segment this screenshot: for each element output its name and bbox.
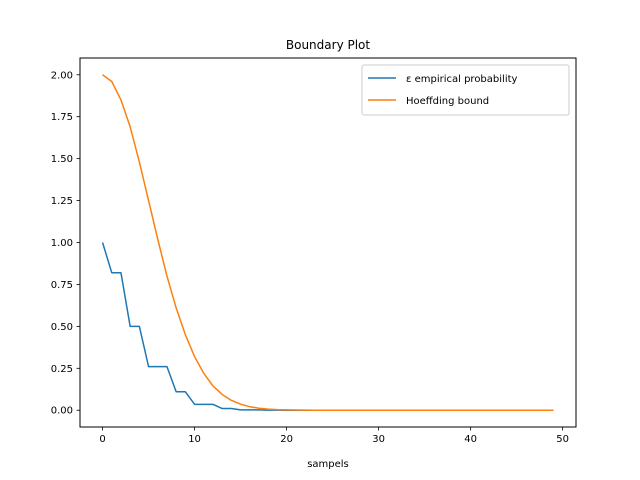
y-tick-label: 0.00	[51, 406, 73, 417]
x-tick-label: 10	[188, 434, 201, 445]
y-tick-label: 1.75	[51, 112, 73, 123]
plot-area: 0 10 20 30 40 50 0.00 0.25 0.50 0.75 1.00 1.25 1.50…	[51, 57, 577, 445]
legend-label-2: Hoeffding bound	[406, 96, 489, 107]
legend: ε empirical probability Hoeffding bound	[361, 64, 570, 116]
series-line-2	[102, 74, 554, 411]
legend-box	[361, 64, 570, 116]
y-tick-label: 1.00	[51, 238, 73, 249]
y-tick-label: 1.25	[51, 196, 73, 207]
x-axis-ticks: 0 10 20 30 40 50	[99, 427, 569, 445]
y-tick-label: 0.25	[51, 364, 73, 375]
y-tick-label: 1.50	[51, 154, 73, 165]
series-layer	[101, 74, 554, 411]
x-tick-label: 20	[280, 434, 293, 445]
x-tick-label: 0	[99, 434, 105, 445]
x-axis-label: sampels	[307, 459, 349, 470]
x-tick-label: 40	[464, 434, 477, 445]
y-tick-label: 0.75	[51, 280, 73, 291]
legend-entries: ε empirical probability Hoeffding bound	[368, 74, 518, 107]
x-tick-label: 30	[372, 434, 385, 445]
y-axis-ticks: 0.00 0.25 0.50 0.75 1.00 1.25 1.50 1.75 2.00	[51, 70, 80, 417]
y-tick-label: 2.00	[51, 70, 73, 81]
y-tick-label: 0.50	[51, 322, 73, 333]
x-tick-label: 50	[556, 434, 569, 445]
chart-title: Boundary Plot	[286, 38, 371, 52]
legend-label-1: ε empirical probability	[406, 74, 518, 85]
